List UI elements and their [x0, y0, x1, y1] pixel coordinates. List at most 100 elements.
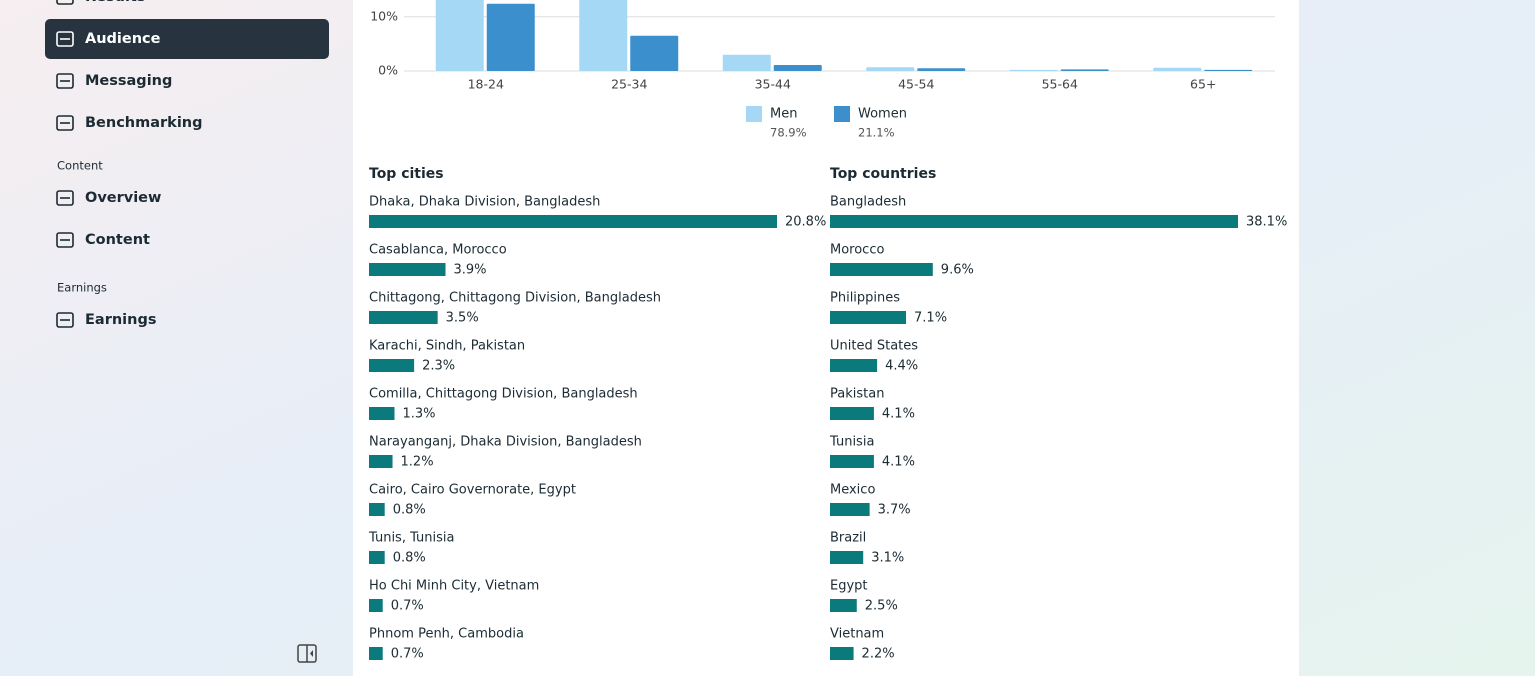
value-label: 2.2%	[862, 647, 895, 662]
nav-item[interactable]: Results	[56, 0, 146, 5]
bar	[830, 215, 1238, 228]
row-label: Egypt	[830, 579, 868, 594]
value-label: 1.2%	[401, 455, 434, 470]
row-label: Bangladesh	[830, 195, 906, 210]
row-label: Morocco	[830, 243, 884, 258]
value-label: 3.1%	[871, 551, 904, 566]
bar	[1060, 69, 1109, 71]
x-tick-label: 18-24	[468, 77, 504, 92]
nav-label: Earnings	[85, 312, 156, 328]
bar	[773, 65, 822, 71]
bar	[722, 54, 771, 71]
value-label: 3.9%	[454, 263, 487, 278]
legend-swatch	[834, 106, 850, 122]
row-label: Ho Chi Minh City, Vietnam	[369, 579, 539, 594]
section-title: Content	[57, 159, 103, 173]
list-title: Top cities	[369, 166, 444, 182]
value-label: 2.3%	[422, 359, 455, 374]
legend-item: Women 21.1%	[834, 106, 907, 140]
bar	[1009, 69, 1058, 71]
bar	[369, 263, 446, 276]
x-tick-label: 25-34	[611, 77, 647, 92]
bar	[369, 359, 415, 372]
bar	[369, 407, 395, 420]
row-label: Karachi, Sindh, Pakistan	[369, 339, 525, 354]
value-label: 4.1%	[882, 455, 915, 470]
row-label: Cairo, Cairo Governorate, Egypt	[369, 483, 576, 498]
nav-label: Results	[85, 0, 146, 5]
bar	[830, 503, 870, 516]
bar	[579, 0, 628, 71]
legend-label: Men	[770, 107, 797, 122]
legend-item: Men 78.9%	[746, 106, 807, 140]
value-label: 0.8%	[393, 551, 426, 566]
bar	[630, 35, 679, 71]
nav-icon	[56, 190, 74, 206]
bar	[830, 599, 857, 612]
x-tick-label: 35-44	[755, 77, 791, 92]
legend-total: 21.1%	[858, 126, 895, 140]
nav-item[interactable]: Content	[56, 232, 150, 248]
y-tick-label: 10%	[370, 8, 398, 23]
legend-total: 78.9%	[770, 126, 807, 140]
section-title: Earnings	[57, 281, 107, 295]
nav-icon	[56, 312, 74, 328]
nav-label: Content	[85, 232, 150, 248]
row-label: Mexico	[830, 483, 875, 498]
bar	[830, 359, 878, 372]
nav-label: Benchmarking	[85, 115, 203, 131]
list-title: Top countries	[830, 166, 936, 182]
bar	[866, 67, 915, 71]
row-label: United States	[830, 339, 918, 354]
content-card	[353, 0, 1299, 676]
legend-label: Women	[858, 107, 907, 122]
nav-item[interactable]: Overview	[56, 190, 161, 206]
bar	[369, 551, 385, 564]
bar	[830, 455, 874, 468]
row-label: Pakistan	[830, 387, 884, 402]
nav-item[interactable]: Benchmarking	[56, 115, 203, 131]
value-label: 38.1%	[1246, 215, 1287, 230]
bar	[369, 311, 438, 324]
y-tick-label: 0%	[378, 63, 398, 78]
value-label: 0.8%	[393, 503, 426, 518]
row-label: Tunis, Tunisia	[368, 531, 455, 546]
nav-label: Audience	[85, 31, 161, 47]
nav-item[interactable]: Messaging	[56, 73, 172, 89]
row-label: Brazil	[830, 531, 866, 546]
bar	[1153, 67, 1202, 71]
bar	[369, 503, 385, 516]
bar	[435, 0, 484, 71]
bar	[369, 599, 383, 612]
value-label: 7.1%	[914, 311, 947, 326]
value-label: 3.5%	[446, 311, 479, 326]
nav-icon	[56, 232, 74, 248]
nav-item[interactable]: Audience	[45, 19, 329, 59]
bar	[917, 68, 966, 71]
row-label: Casablanca, Morocco	[369, 243, 507, 258]
bar	[369, 215, 777, 228]
nav-item[interactable]: Earnings	[56, 312, 156, 328]
bar	[486, 3, 535, 72]
value-label: 9.6%	[941, 263, 974, 278]
row-label: Phnom Penh, Cambodia	[369, 627, 524, 642]
bar	[830, 311, 907, 324]
bar	[830, 407, 874, 420]
bar	[830, 551, 864, 564]
value-label: 3.7%	[878, 503, 911, 518]
legend-swatch	[746, 106, 762, 122]
row-label: Chittagong, Chittagong Division, Banglad…	[369, 291, 661, 306]
value-label: 2.5%	[865, 599, 898, 614]
nav-label: Messaging	[85, 73, 172, 89]
nav-icon	[56, 73, 74, 89]
value-label: 1.3%	[403, 407, 436, 422]
x-tick-label: 65+	[1190, 77, 1216, 92]
row-label: Tunisia	[829, 435, 874, 450]
row-label: Comilla, Chittagong Division, Bangladesh	[369, 387, 638, 402]
bar	[830, 647, 854, 660]
collapse-icon[interactable]	[297, 644, 317, 663]
row-label: Philippines	[830, 291, 900, 306]
main: 0% 10% 18-24 25-34 35-44 45-54 55-64 65+ Men 78.9…	[368, 0, 1287, 662]
nav-label: Overview	[85, 190, 161, 206]
